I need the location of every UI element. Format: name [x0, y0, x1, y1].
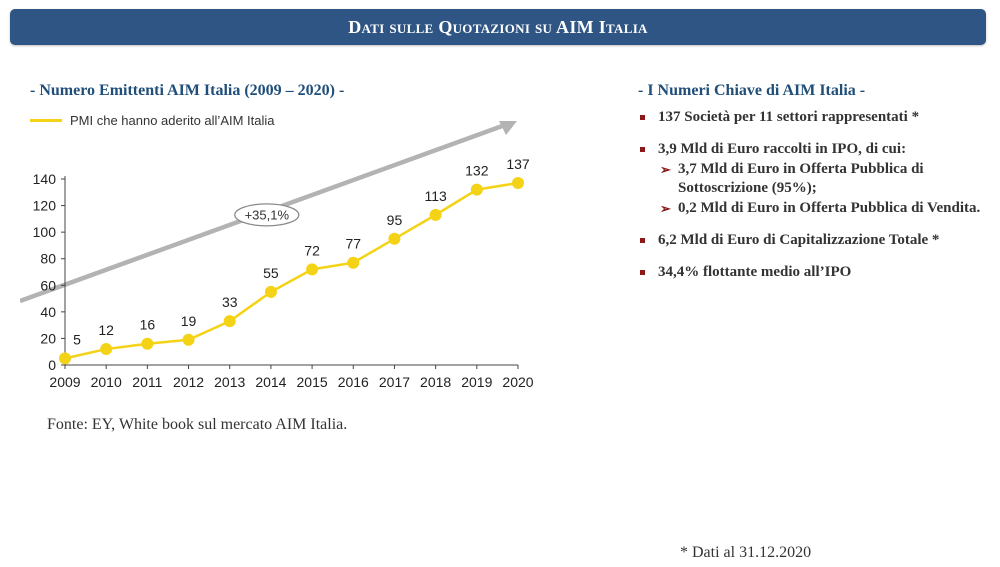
bullet-item: 137 Società per 11 settori rappresentati… [640, 108, 985, 127]
legend-label: PMI che hanno aderito all’AIM Italia [70, 113, 275, 128]
data-label: 16 [140, 317, 156, 333]
sub-bullet-text: 0,2 Mld di Euro in Offerta Pubblica di V… [678, 200, 981, 216]
chart-legend: PMI che hanno aderito all’AIM Italia [30, 113, 275, 128]
arrow-bullet-icon: ➢ [660, 201, 671, 216]
annotation-ellipse [234, 203, 300, 227]
data-label: 72 [304, 242, 320, 258]
square-bullet-icon [640, 270, 645, 275]
y-tick-label: 100 [33, 224, 57, 240]
x-tick-label: 2017 [379, 374, 410, 390]
data-label: 33 [222, 294, 238, 310]
square-bullet-icon [640, 238, 645, 243]
x-tick-label: 2009 [49, 374, 80, 390]
x-tick-label: 2020 [502, 374, 533, 390]
y-tick-label: 60 [40, 277, 56, 293]
x-tick-label: 2016 [338, 374, 369, 390]
footnote: * Dati al 31.12.2020 [680, 544, 812, 561]
x-tick-label: 2018 [420, 374, 451, 390]
data-label: 113 [424, 188, 447, 204]
trend-arrow-head [499, 121, 517, 135]
data-point [429, 208, 442, 221]
data-label: 12 [98, 322, 114, 338]
arrow-bullet-icon: ➢ [660, 162, 671, 177]
data-point [306, 263, 319, 276]
data-point [100, 343, 113, 356]
chart-source: Fonte: EY, White book sul mercato AIM It… [47, 416, 348, 433]
data-point [388, 232, 401, 245]
y-tick-label: 80 [40, 251, 56, 267]
chart-area: +35,1% 0 20 40 60 80 100 120 140 2009 2010 2011 2012… [19, 108, 560, 400]
x-tick-label: 2012 [173, 374, 204, 390]
bullet-item: 3,9 Mld di Euro raccolti in IPO, di cui:… [640, 140, 985, 218]
y-tick-label: 140 [33, 171, 57, 187]
data-label: 132 [465, 163, 489, 179]
data-point [347, 256, 360, 269]
y-tick-label: 120 [33, 198, 57, 214]
square-bullet-icon [640, 147, 645, 152]
data-label: 55 [263, 265, 279, 281]
sub-bullet-item: ➢ 0,2 Mld di Euro in Offerta Pubblica di… [658, 199, 985, 218]
x-tick-label: 2019 [461, 374, 492, 390]
key-numbers-list: 137 Società per 11 settori rappresentati… [640, 108, 985, 295]
sub-bullet-text: 3,7 Mld di Euro in Offerta Pubblica di S… [678, 161, 924, 196]
annotation-label: +35,1% [245, 207, 290, 222]
bullet-item: 34,4% flottante medio all’IPO [640, 263, 985, 282]
bullet-item: 6,2 Mld di Euro di Capitalizzazione Tota… [640, 231, 985, 250]
y-tick-label: 40 [40, 304, 56, 320]
y-tick-label: 20 [40, 330, 56, 346]
data-point [59, 352, 71, 365]
square-bullet-icon [640, 115, 645, 120]
data-point [470, 183, 483, 196]
x-tick-label: 2011 [132, 374, 162, 390]
data-point [141, 337, 154, 350]
page-title: Dati sulle Quotazioni su AIM Italia [348, 16, 648, 37]
data-point [264, 285, 277, 298]
x-tick-label: 2014 [255, 374, 286, 390]
legend-swatch [30, 119, 62, 122]
bullet-text: 6,2 Mld di Euro di Capitalizzazione Tota… [658, 232, 940, 248]
data-label: 137 [506, 156, 530, 172]
sub-bullet-item: ➢ 3,7 Mld di Euro in Offerta Pubblica di… [658, 160, 985, 198]
x-tick-label: 2015 [297, 374, 328, 390]
key-numbers-title: - I Numeri Chiave di AIM Italia - [638, 82, 866, 99]
y-tick-label: 0 [48, 357, 56, 373]
data-label: 5 [73, 331, 81, 347]
bullet-text: 137 Società per 11 settori rappresentati… [658, 109, 920, 125]
bullet-text: 3,9 Mld di Euro raccolti in IPO, di cui: [658, 141, 907, 157]
data-label: 95 [387, 212, 403, 228]
data-label: 19 [181, 313, 197, 329]
data-point [223, 315, 236, 328]
series-line [64, 181, 519, 360]
line-chart: +35,1% 0 20 40 60 80 100 120 140 2009 2010 2011 2012… [19, 121, 534, 390]
x-tick-label: 2010 [91, 374, 122, 390]
x-tick-label: 2013 [214, 374, 245, 390]
chart-section-title: - Numero Emittenti AIM Italia (2009 – 20… [30, 82, 345, 99]
header-bar: Dati sulle Quotazioni su AIM Italia [10, 9, 986, 45]
data-label: 77 [345, 236, 361, 252]
data-point [182, 333, 195, 346]
bullet-text: 34,4% flottante medio all’IPO [658, 264, 852, 280]
data-point [512, 176, 524, 189]
